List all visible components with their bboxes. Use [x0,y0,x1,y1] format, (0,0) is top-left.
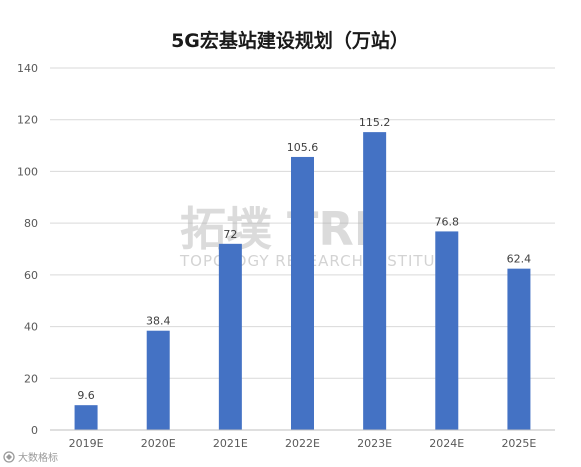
bar-2024E [435,231,458,430]
x-tick-label: 2019E [69,437,104,450]
bar-2025E [507,269,530,430]
data-label-2023E: 115.2 [359,116,391,129]
y-tick-label: 40 [24,321,38,334]
y-tick-label: 80 [24,217,38,230]
x-tick-label: 2023E [357,437,392,450]
data-label-2022E: 105.6 [287,141,319,154]
source-mark-text: 大数格标 [18,451,58,464]
y-tick-label: 60 [24,269,38,282]
bar-2023E [363,132,386,430]
data-label-2021E: 72 [223,228,237,241]
bar-2022E [291,157,314,430]
bar-2021E [219,244,242,430]
y-tick-label: 20 [24,372,38,385]
y-tick-label: 120 [17,114,38,127]
data-label-2024E: 76.8 [435,215,460,228]
bar-2020E [147,331,170,430]
chart-title: 5G宏基站建设规划（万站） [171,29,409,52]
y-tick-label: 100 [17,165,38,178]
x-tick-label: 2024E [429,437,464,450]
x-tick-label: 2025E [501,437,536,450]
data-label-2020E: 38.4 [146,315,171,328]
y-tick-label: 0 [31,424,38,437]
y-tick-label: 140 [17,62,38,75]
x-tick-label: 2022E [285,437,320,450]
x-tick-label: 2020E [141,437,176,450]
data-label-2019E: 9.6 [77,389,95,402]
data-label-2025E: 62.4 [507,253,532,266]
bar-2019E [75,405,98,430]
x-tick-label: 2021E [213,437,248,450]
